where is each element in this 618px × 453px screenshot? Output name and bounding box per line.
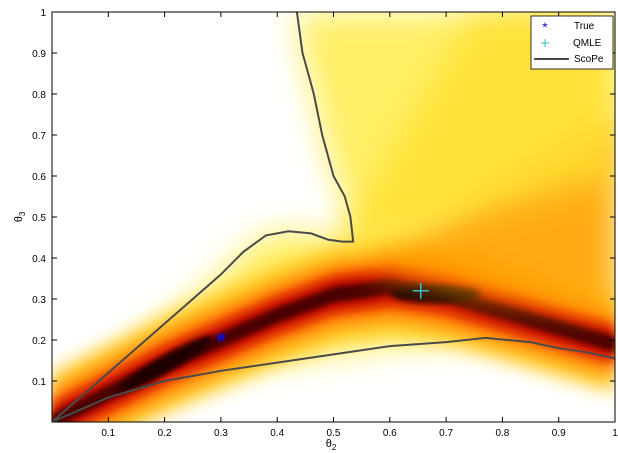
y-tick-label: 0.5	[32, 213, 46, 224]
heat-core-origin	[116, 336, 213, 393]
x-tick-label: 0.5	[327, 428, 341, 439]
y-axis-label: θ3	[13, 211, 27, 222]
y-axis-label-base: θ	[13, 216, 25, 222]
scope-contour-upper	[52, 12, 355, 422]
y-tick-label: 0.3	[32, 295, 46, 306]
scope-contours	[52, 12, 615, 422]
x-axis-label: θ2	[326, 438, 337, 452]
y-tick-label: 0.8	[32, 90, 46, 101]
x-tick-label: 0.8	[495, 428, 509, 439]
legend: * True QMLE ScoPe	[530, 15, 614, 70]
x-tick-label: 0.9	[552, 428, 566, 439]
density-heatmap	[52, 12, 615, 422]
x-axis-label-base: θ	[326, 438, 332, 450]
y-tick-label: 1	[40, 8, 46, 19]
axis-ticks: 0.1 0.2 0.3 0.4 0.5 0.6 0.7 0.8 0.9 1 0.1 0.2 0.3 0.4…	[32, 8, 618, 439]
x-tick-label: 0.7	[439, 428, 453, 439]
legend-true-marker: *	[542, 19, 548, 35]
y-tick-label: 0.9	[32, 49, 46, 60]
x-tick-label: 0.1	[101, 428, 115, 439]
legend-true-label: True	[574, 21, 595, 32]
y-tick-label: 0.2	[32, 336, 46, 347]
y-tick-label: 0.7	[32, 131, 46, 142]
y-tick-label: 0.4	[32, 254, 46, 265]
true-marker: *	[216, 328, 226, 355]
x-tick-label: 0.2	[158, 428, 172, 439]
legend-qmle-label: QMLE	[573, 38, 602, 49]
point-markers: *	[216, 282, 429, 355]
y-tick-label: 0.1	[32, 377, 46, 388]
y-tick-label: 0.6	[32, 172, 46, 183]
x-tick-label: 0.4	[270, 428, 284, 439]
legend-qmle-marker	[541, 39, 549, 47]
x-tick-label: 0.6	[383, 428, 397, 439]
x-tick-label: 0.3	[214, 428, 228, 439]
scope-contour-lower	[52, 336, 615, 422]
heat-region-fan-outer	[333, 12, 615, 250]
x-tick-label: 1	[612, 428, 618, 439]
legend-scope-label: ScoPe	[574, 54, 604, 65]
y-axis-label-sub: 3	[18, 211, 27, 216]
x-axis-label-sub: 2	[332, 443, 337, 452]
